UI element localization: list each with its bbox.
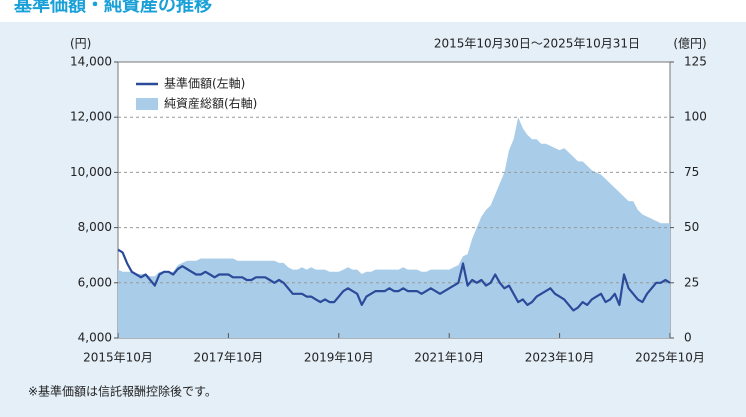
y-tick-label: 12,000 (70, 110, 112, 124)
x-tick-label: 2015年10月 (83, 351, 153, 365)
legend-label: 純資産総額(右軸) (164, 96, 257, 111)
chart-title: 基準価額・純資産の推移 (13, 0, 212, 16)
y2-tick-label: 75 (684, 165, 699, 179)
legend-label: 基準価額(左軸) (164, 76, 245, 91)
y2-axis-label: (億円) (673, 37, 706, 51)
x-tick-label: 2019年10月 (304, 351, 374, 365)
y2-tick-label: 25 (684, 275, 699, 289)
y2-tick-label: 0 (684, 331, 692, 345)
date-range: 2015年10月30日～2025年10月31日 (434, 37, 640, 51)
x-tick-label: 2025年10月 (635, 351, 705, 365)
y2-tick-label: 125 (684, 55, 707, 69)
y2-tick-label: 50 (684, 220, 699, 234)
x-tick-label: 2021年10月 (414, 351, 484, 365)
footnote: ※基準価額は信託報酬控除後です。 (28, 384, 217, 399)
line (117, 248, 671, 312)
y-tick-label: 8,000 (78, 220, 112, 234)
y-tick-label: 4,000 (78, 331, 112, 345)
y-tick-label: 14,000 (70, 55, 112, 69)
x-tick-label: 2017年10月 (193, 351, 263, 365)
x-tick-label: 2023年10月 (525, 351, 595, 365)
y-tick-label: 6,000 (78, 275, 112, 289)
y2-tick-label: 100 (684, 110, 707, 124)
legend-swatch (136, 98, 158, 110)
y-axis-label: (円) (70, 37, 91, 51)
y-tick-label: 10,000 (70, 165, 112, 179)
